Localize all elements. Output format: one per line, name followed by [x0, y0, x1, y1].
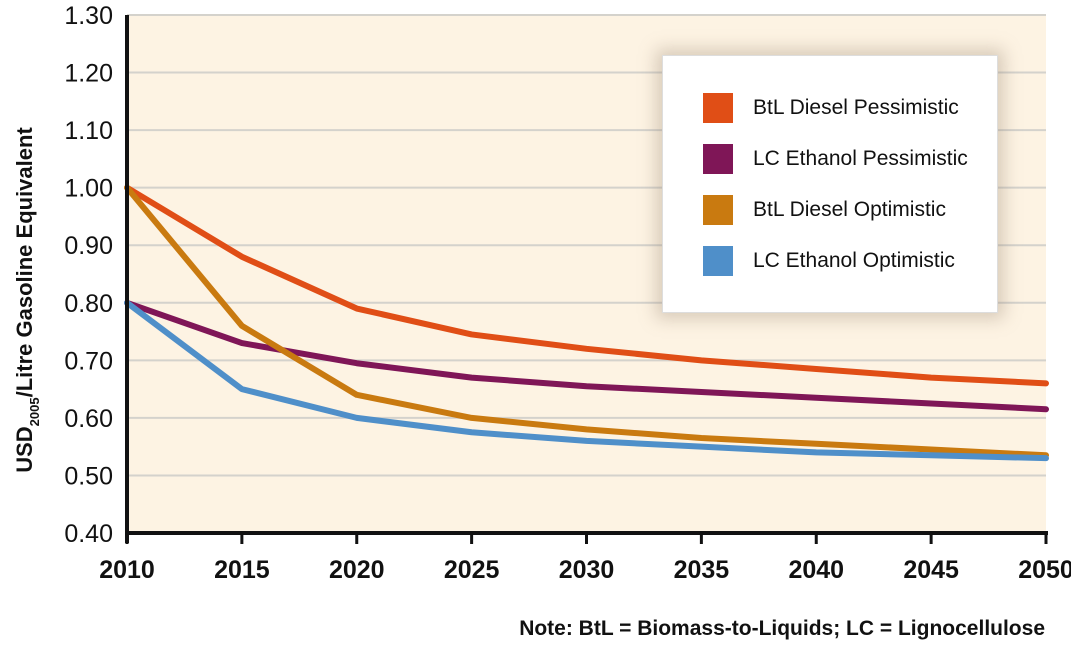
x-tick-label: 2015 [214, 556, 270, 584]
x-tick-label: 2035 [674, 556, 730, 584]
legend-swatch [703, 246, 733, 276]
y-axis-label-rest: /Litre Gasoline Equivalent [12, 127, 37, 398]
y-tick-label: 0.90 [64, 232, 113, 260]
legend-swatch [703, 144, 733, 174]
x-tick-label: 2010 [99, 556, 155, 584]
y-tick-label: 1.30 [64, 2, 113, 30]
legend-label: LC Ethanol Pessimistic [753, 147, 968, 170]
x-tick-label: 2040 [788, 556, 844, 584]
x-tick-label: 2050 [1018, 556, 1071, 584]
y-axis-label: USD2005/Litre Gasoline Equivalent [12, 127, 42, 473]
legend-label: BtL Diesel Pessimistic [753, 96, 959, 119]
y-tick-label: 0.50 [64, 462, 113, 490]
legend-item: LC Ethanol Optimistic [703, 246, 955, 276]
y-tick-label: 0.80 [64, 290, 113, 318]
x-tick-label: 2045 [903, 556, 959, 584]
series-line [124, 184, 1049, 387]
axes [125, 15, 1048, 544]
y-axis-label-sub: 2005 [27, 397, 42, 426]
legend-swatch [703, 93, 733, 123]
series-line [124, 299, 1049, 462]
chart-note: Note: BtL = Biomass-to-Liquids; LC = Lig… [519, 617, 1045, 640]
y-tick-labels: 0.40 0.50 0.60 0.70 0.80 0.90 1.00 1.10 1.20 1.30 [64, 2, 113, 548]
y-axis-label-main: USD [12, 426, 37, 472]
legend-label: BtL Diesel Optimistic [753, 198, 946, 221]
y-tick-label: 1.20 [64, 60, 113, 88]
y-tick-label: 0.70 [64, 347, 113, 375]
legend-item: BtL Diesel Optimistic [703, 195, 946, 225]
y-tick-label: 0.60 [64, 405, 113, 433]
legend: BtL Diesel Pessimistic LC Ethanol Pessim… [662, 55, 998, 313]
x-tick-labels: 2010 2015 2020 2025 2030 2035 2040 2045 2050 [99, 556, 1071, 584]
legend-item: BtL Diesel Pessimistic [703, 93, 959, 123]
y-tick-label: 1.00 [64, 175, 113, 203]
x-tick-label: 2030 [559, 556, 615, 584]
x-tick-label: 2020 [329, 556, 385, 584]
legend-swatch [703, 195, 733, 225]
y-tick-label: 0.40 [64, 520, 113, 548]
series-lines [124, 184, 1049, 462]
x-tick-label: 2025 [444, 556, 500, 584]
legend-item: LC Ethanol Pessimistic [703, 144, 968, 174]
y-tick-label: 1.10 [64, 117, 113, 145]
legend-label: LC Ethanol Optimistic [753, 249, 955, 272]
series-line [124, 184, 1049, 459]
